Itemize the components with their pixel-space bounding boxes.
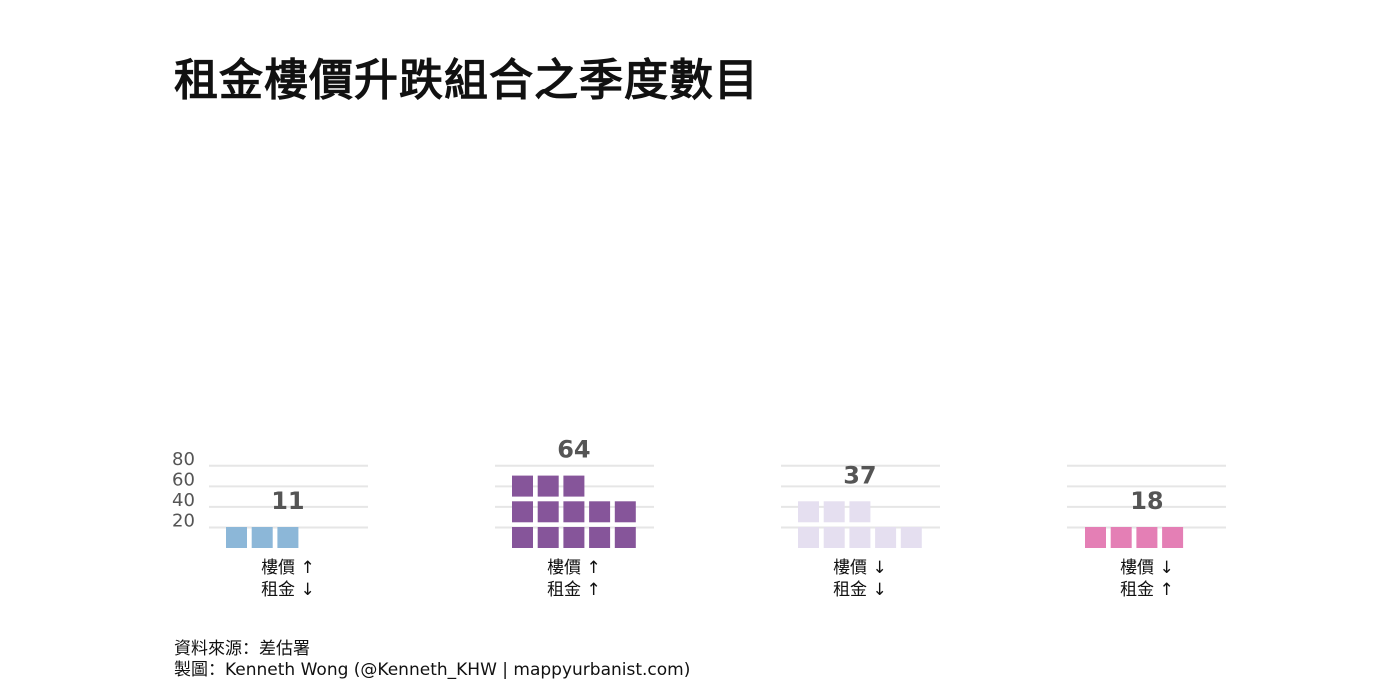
waffle-square (563, 527, 585, 548)
category-label-line1: 樓價 ↓ (1120, 558, 1174, 578)
waffle-square (512, 527, 533, 548)
waffle-square (823, 501, 845, 523)
data-label: 64 (557, 436, 590, 464)
waffle-square (277, 527, 299, 548)
data-label: 37 (843, 461, 876, 489)
y-tick-label: 80 (172, 449, 195, 470)
waffle-square (512, 475, 533, 497)
waffle-square (614, 527, 636, 548)
waffle-square (614, 501, 636, 523)
waffle-square (537, 501, 559, 523)
category-label-line2: 租金 ↓ (833, 580, 887, 600)
waffle-square (563, 475, 585, 497)
y-tick-label: 60 (172, 469, 195, 490)
chart-title: 租金樓價升跌組合之季度數目 (174, 55, 759, 106)
data-label: 11 (271, 487, 304, 515)
waffle-square (512, 501, 533, 523)
category-label-line1: 樓價 ↑ (547, 558, 601, 578)
category-label-line1: 樓價 ↓ (833, 558, 887, 578)
waffle-square (589, 527, 611, 548)
waffle-square (849, 527, 871, 548)
category-label-line2: 租金 ↓ (261, 580, 315, 600)
data-label: 18 (1130, 487, 1163, 515)
waffle-square (537, 475, 559, 497)
waffle-square (798, 527, 819, 548)
waffle-square (823, 527, 845, 548)
category-label-line1: 樓價 ↑ (261, 558, 315, 578)
waffle-square (589, 501, 611, 523)
waffle-square (1162, 527, 1184, 548)
waffle-square (849, 501, 871, 523)
waffle-square (1085, 527, 1106, 548)
chart-credit: 製圖：Kenneth Wong (@Kenneth_KHW | mappyurb… (174, 660, 691, 680)
waffle-square (900, 527, 922, 548)
y-tick-label: 40 (172, 490, 195, 511)
waffle-square (875, 527, 897, 548)
waffle-square (251, 527, 273, 548)
waffle-square (1136, 527, 1158, 548)
waffle-square (226, 527, 247, 548)
waffle-square (537, 527, 559, 548)
waffle-square (563, 501, 585, 523)
waffle-square (1110, 527, 1132, 548)
waffle-square (798, 501, 819, 523)
category-label-line2: 租金 ↑ (1120, 580, 1174, 600)
category-label-line2: 租金 ↑ (547, 580, 601, 600)
y-tick-label: 20 (172, 510, 195, 531)
data-source: 資料來源：差估署 (174, 639, 310, 659)
